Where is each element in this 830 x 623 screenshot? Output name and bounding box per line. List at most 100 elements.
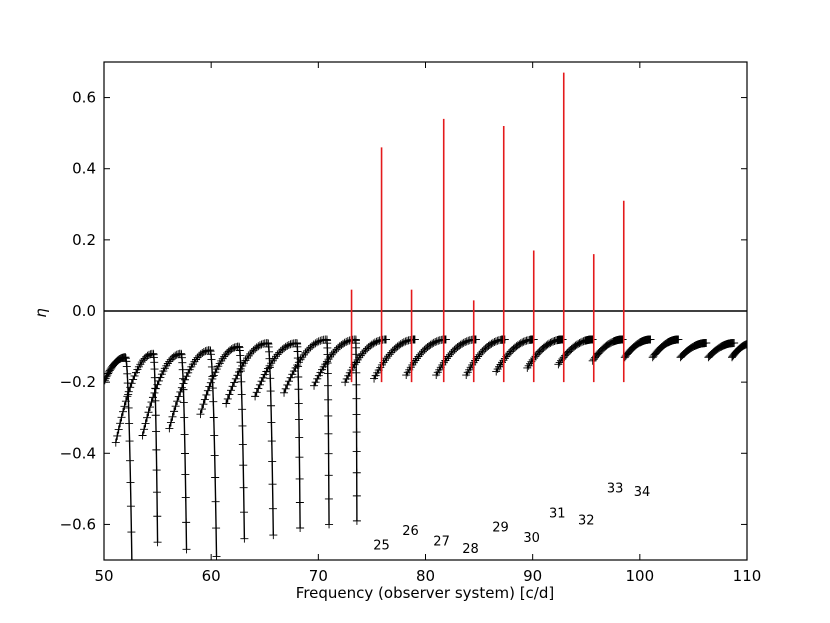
curve-marker bbox=[143, 413, 152, 422]
x-tick-label: 80 bbox=[416, 567, 435, 585]
curve-marker bbox=[281, 384, 290, 393]
curve-marker bbox=[209, 397, 218, 406]
curve-marker bbox=[209, 413, 218, 422]
curve-marker bbox=[280, 344, 289, 353]
curve-marker bbox=[148, 393, 157, 402]
plot-content: 25 26 27 28 29 30 31 32 33 34 bbox=[104, 72, 756, 560]
curve-marker bbox=[127, 556, 136, 560]
curve-marker bbox=[329, 348, 338, 357]
curve-marker bbox=[208, 384, 217, 393]
curve-marker bbox=[127, 528, 136, 537]
curve-marker bbox=[181, 375, 190, 384]
x-tick-label: 100 bbox=[626, 567, 655, 585]
curve-marker bbox=[610, 337, 619, 346]
curve-marker bbox=[126, 478, 135, 487]
curve-marker bbox=[352, 380, 361, 389]
curve-marker bbox=[150, 358, 159, 367]
curve-marker bbox=[153, 538, 162, 547]
curve-marker bbox=[396, 340, 405, 349]
curve-marker bbox=[295, 474, 304, 483]
y-tick-label: −0.4 bbox=[60, 444, 96, 462]
curve-marker bbox=[237, 377, 246, 386]
curve-marker bbox=[270, 354, 279, 363]
curve-marker bbox=[295, 433, 304, 442]
curve-marker bbox=[239, 461, 248, 470]
curve-marker bbox=[127, 379, 136, 388]
curve-marker bbox=[267, 401, 276, 410]
curve-marker bbox=[193, 353, 202, 362]
curve-marker bbox=[198, 349, 207, 358]
curve-marker bbox=[180, 430, 189, 439]
curve-marker bbox=[353, 355, 362, 364]
order-label: 27 bbox=[433, 535, 450, 550]
curve-marker bbox=[747, 339, 755, 347]
mode-curve bbox=[111, 349, 162, 547]
curve-marker bbox=[170, 407, 179, 416]
curve-marker bbox=[244, 351, 253, 360]
curve-marker bbox=[203, 386, 212, 395]
curve-marker bbox=[398, 339, 407, 348]
curve-marker bbox=[255, 380, 264, 389]
curve-marker bbox=[240, 534, 249, 543]
curve-marker bbox=[369, 339, 378, 348]
mode-curve bbox=[104, 353, 136, 560]
curve-marker bbox=[152, 445, 161, 454]
curve-marker bbox=[207, 350, 216, 359]
curve-marker bbox=[119, 407, 127, 416]
curve-marker bbox=[152, 427, 161, 436]
curve-marker bbox=[352, 394, 361, 403]
curve-marker bbox=[370, 338, 379, 347]
x-tick-label: 70 bbox=[309, 567, 328, 585]
curve-marker bbox=[746, 342, 747, 344]
curve-marker bbox=[342, 337, 351, 346]
curve-marker bbox=[743, 340, 747, 348]
curve-marker bbox=[181, 493, 190, 502]
curve-marker bbox=[228, 382, 237, 391]
curve-marker bbox=[324, 429, 333, 438]
curve-marker bbox=[267, 437, 276, 446]
curve-marker bbox=[311, 339, 320, 348]
curve-marker bbox=[523, 363, 532, 372]
curve-marker bbox=[176, 387, 185, 396]
curve-marker bbox=[184, 368, 193, 377]
curve-marker bbox=[206, 378, 215, 387]
curve-marker bbox=[212, 552, 221, 560]
x-tick-label: 60 bbox=[202, 567, 221, 585]
order-label: 25 bbox=[373, 538, 390, 553]
curve-marker bbox=[352, 428, 361, 437]
mode-curve bbox=[462, 335, 509, 380]
curve-marker bbox=[313, 374, 322, 383]
curve-marker bbox=[748, 339, 756, 347]
curve-marker bbox=[233, 371, 242, 380]
mode-curve bbox=[704, 339, 739, 362]
mode-curve bbox=[310, 335, 361, 525]
curve-marker bbox=[104, 376, 109, 385]
curve-marker bbox=[330, 347, 339, 356]
curve-marker bbox=[372, 337, 381, 346]
curve-marker bbox=[154, 376, 163, 385]
curve-marker bbox=[222, 399, 231, 408]
curve-marker bbox=[283, 380, 292, 389]
curve-marker bbox=[122, 357, 131, 366]
curve-marker bbox=[125, 419, 134, 428]
curve-marker bbox=[152, 488, 161, 497]
curve-marker bbox=[123, 369, 132, 378]
curve-marker bbox=[156, 373, 165, 382]
curve-marker bbox=[323, 381, 332, 390]
curve-marker bbox=[663, 338, 672, 347]
curve-marker bbox=[238, 405, 247, 414]
mode-curve bbox=[648, 335, 683, 362]
curve-marker bbox=[178, 358, 187, 367]
curve-marker bbox=[295, 498, 304, 507]
curve-marker bbox=[182, 372, 191, 381]
curve-marker bbox=[340, 338, 349, 347]
curve-marker bbox=[190, 357, 199, 366]
curve-marker bbox=[251, 392, 260, 401]
order-label: 29 bbox=[492, 520, 509, 535]
curve-marker bbox=[121, 397, 130, 406]
curve-marker bbox=[210, 431, 219, 440]
y-tick-label: 0.4 bbox=[72, 160, 96, 178]
curve-marker bbox=[238, 440, 247, 449]
curve-marker bbox=[231, 374, 240, 383]
curve-marker bbox=[338, 339, 347, 348]
